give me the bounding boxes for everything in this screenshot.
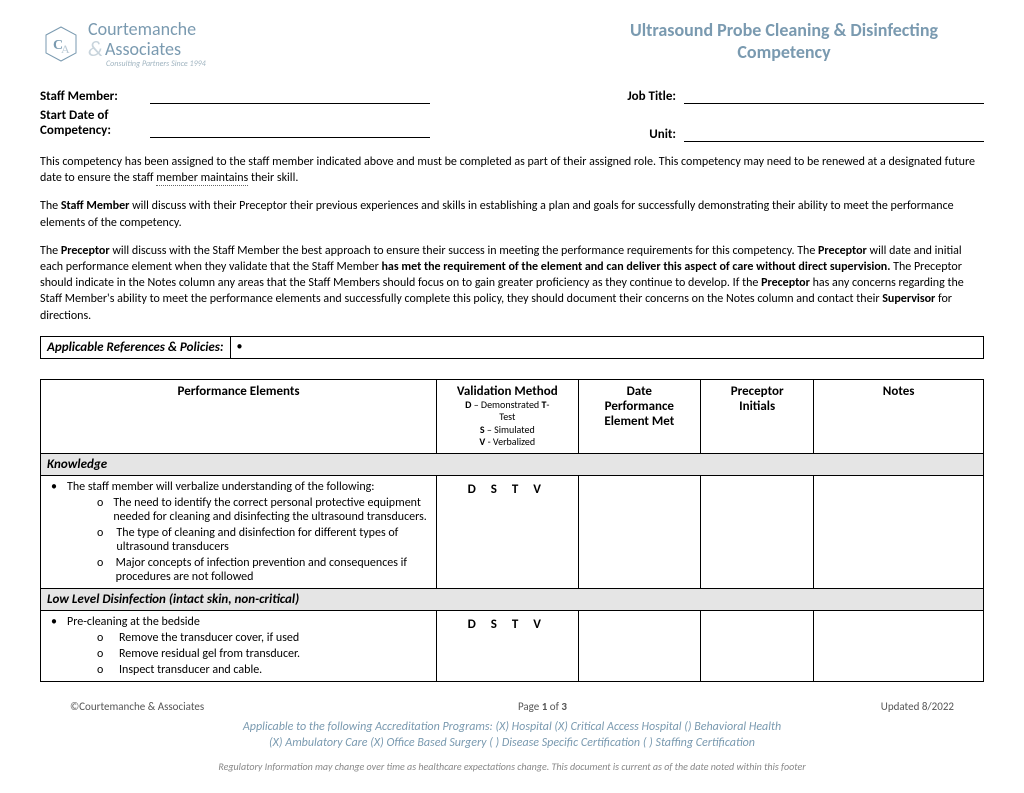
col-date-met: Date Performance Element Met: [578, 379, 701, 453]
table-header-row: Performance Elements Validation Method D…: [41, 379, 984, 453]
initials-cell[interactable]: [701, 610, 814, 681]
performance-table: Performance Elements Validation Method D…: [40, 379, 984, 682]
job-title-label: Job Title:: [604, 89, 684, 104]
updated-date: Updated 8/2022: [881, 700, 954, 713]
notes-cell[interactable]: [814, 475, 984, 588]
logo-line1: Courtemanche: [88, 20, 206, 38]
references-box: Applicable References & Policies: •: [40, 336, 984, 359]
date-cell[interactable]: [578, 475, 701, 588]
lowlevel-content: • Pre-cleaning at the bedside oRemove th…: [41, 610, 437, 681]
company-logo: C A Courtemanche & Associates Consulting…: [40, 20, 206, 68]
validation-cell[interactable]: D S T V: [437, 475, 578, 588]
references-label: Applicable References & Policies:: [41, 337, 231, 358]
page-footer: ©Courtemanche & Associates Page 1 of 3 U…: [40, 700, 984, 774]
knowledge-content: • The staff member will verbalize unders…: [41, 475, 437, 588]
accreditation-note: Applicable to the following Accreditatio…: [40, 719, 984, 753]
col-notes: Notes: [814, 379, 984, 453]
unit-field[interactable]: [684, 126, 984, 142]
document-header: C A Courtemanche & Associates Consulting…: [40, 20, 984, 68]
document-title: Ultrasound Probe Cleaning & Disinfecting…: [584, 20, 984, 63]
svg-text:A: A: [61, 42, 70, 56]
regulatory-note: Regulatory Information may change over t…: [40, 760, 984, 773]
notes-cell[interactable]: [814, 610, 984, 681]
table-row: • The staff member will verbalize unders…: [41, 475, 984, 588]
copyright: ©Courtemanche & Associates: [70, 700, 204, 713]
job-title-line: Job Title:: [604, 88, 984, 104]
logo-line2: & Associates: [88, 38, 206, 60]
title-line2: Competency: [584, 42, 984, 64]
col-validation-method: Validation Method D D – Demonstrated T-–…: [437, 379, 578, 453]
staff-member-label: Staff Member:: [40, 89, 150, 104]
intro-para-2: The Staff Member will discuss with their…: [40, 198, 984, 230]
staff-member-line: Staff Member:: [40, 88, 430, 104]
form-fields: Staff Member: Start Date of Competency: …: [40, 88, 984, 142]
form-left-column: Staff Member: Start Date of Competency:: [40, 88, 430, 142]
title-line1: Ultrasound Probe Cleaning & Disinfecting: [584, 20, 984, 42]
table-row: • Pre-cleaning at the bedside oRemove th…: [41, 610, 984, 681]
section-low-level: Low Level Disinfection (intact skin, non…: [41, 588, 984, 610]
unit-line: Unit:: [604, 126, 984, 142]
logo-text: Courtemanche & Associates Consulting Par…: [88, 20, 206, 68]
date-cell[interactable]: [578, 610, 701, 681]
footer-meta-row: ©Courtemanche & Associates Page 1 of 3 U…: [40, 700, 984, 713]
start-date-label: Start Date of Competency:: [40, 108, 150, 138]
intro-para-1: This competency has been assigned to the…: [40, 154, 984, 186]
logo-icon: C A: [40, 23, 82, 65]
col-preceptor-initials: Preceptor Initials: [701, 379, 814, 453]
intro-para-3: The Preceptor will discuss with the Staf…: [40, 243, 984, 324]
logo-assoc: Associates: [105, 40, 181, 58]
logo-ampersand: &: [88, 38, 103, 60]
references-content: •: [231, 337, 983, 358]
job-title-field[interactable]: [684, 88, 984, 104]
section-knowledge: Knowledge: [41, 453, 984, 475]
unit-label: Unit:: [604, 127, 684, 142]
page-indicator: Page 1 of 3: [518, 700, 567, 713]
form-right-column: Job Title: Unit:: [604, 88, 984, 142]
start-date-line: Start Date of Competency:: [40, 108, 430, 138]
member-maintains-link: member maintains: [156, 171, 248, 186]
col-performance-elements: Performance Elements: [41, 379, 437, 453]
start-date-field[interactable]: [150, 122, 430, 138]
initials-cell[interactable]: [701, 475, 814, 588]
staff-member-field[interactable]: [150, 88, 430, 104]
validation-cell[interactable]: D S T V: [437, 610, 578, 681]
logo-tagline: Consulting Partners Since 1994: [106, 60, 206, 68]
